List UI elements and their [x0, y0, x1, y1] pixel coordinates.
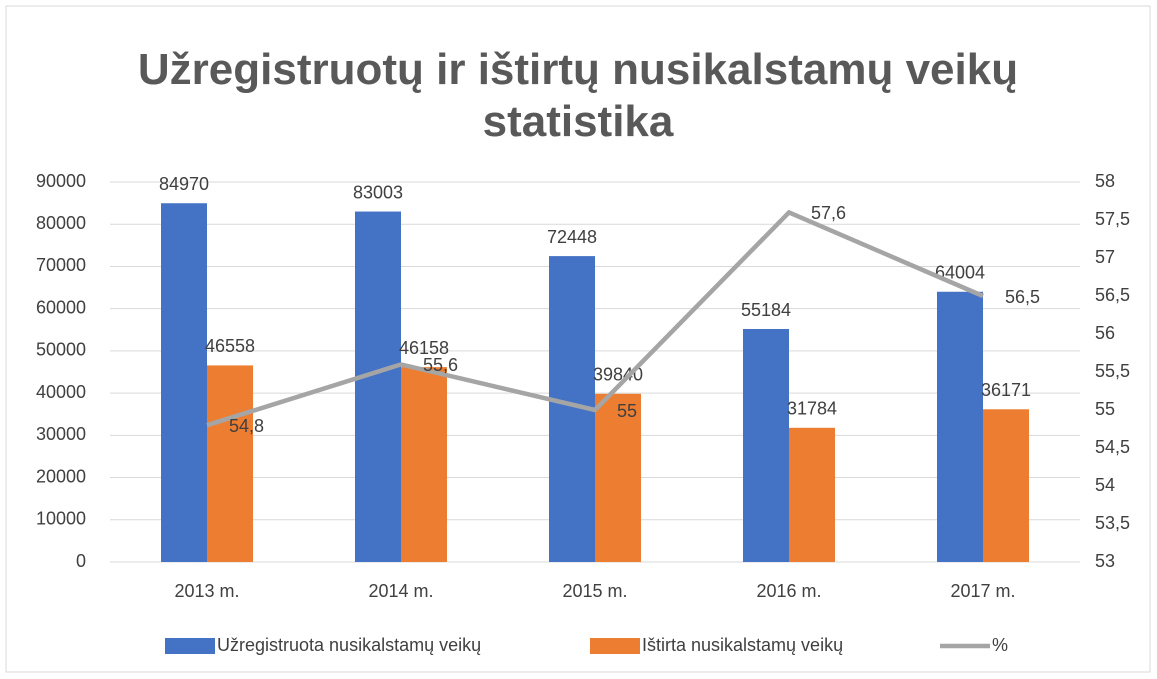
bar — [983, 409, 1029, 562]
bar — [161, 203, 207, 562]
y-tick-label: 10000 — [36, 509, 86, 529]
data-label: 31784 — [787, 399, 837, 419]
y2-tick-label: 53 — [1095, 551, 1115, 571]
data-label: 57,6 — [811, 203, 846, 223]
x-tick-label: 2013 m. — [174, 581, 239, 601]
chart-title: Užregistruotų ir ištirtų nusikalstamų ve… — [137, 45, 1019, 146]
bar — [595, 393, 641, 562]
legend-label: Ištirta nusikalstamų veikų — [642, 635, 843, 655]
y-tick-label: 90000 — [36, 171, 86, 191]
data-label: 39840 — [593, 365, 643, 385]
y2-tick-label: 58 — [1095, 171, 1115, 191]
y-tick-label: 0 — [76, 551, 86, 571]
y2-tick-label: 54 — [1095, 475, 1115, 495]
bar — [355, 211, 401, 562]
data-label: 84970 — [159, 174, 209, 194]
data-label: 46558 — [205, 336, 255, 356]
data-label: 55,6 — [423, 355, 458, 375]
y2-tick-label: 56,5 — [1095, 285, 1130, 305]
x-tick-label: 2015 m. — [562, 581, 627, 601]
bar — [207, 365, 253, 562]
y2-tick-label: 57 — [1095, 247, 1115, 267]
y2-tick-label: 55,5 — [1095, 361, 1130, 381]
y-tick-label: 20000 — [36, 466, 86, 486]
y-tick-label: 70000 — [36, 255, 86, 275]
bar — [401, 367, 447, 562]
legend-label: % — [992, 635, 1008, 655]
y-tick-label: 50000 — [36, 340, 86, 360]
y-tick-label: 30000 — [36, 424, 86, 444]
x-tick-label: 2016 m. — [756, 581, 821, 601]
line-series — [206, 209, 984, 428]
chart-border — [5, 5, 1151, 673]
data-label: 46158 — [399, 338, 449, 358]
y-tick-label: 80000 — [36, 213, 86, 233]
data-label: 55184 — [741, 300, 791, 320]
legend-label: Užregistruota nusikalstamų veikų — [217, 635, 481, 655]
data-label: 72448 — [547, 227, 597, 247]
data-label: 54,8 — [229, 416, 264, 436]
y-tick-label: 40000 — [36, 382, 86, 402]
bar — [743, 329, 789, 562]
data-label: 55 — [617, 401, 637, 421]
y2-tick-label: 56 — [1095, 323, 1115, 343]
y2-tick-label: 57,5 — [1095, 209, 1130, 229]
legend-swatch — [590, 638, 640, 654]
data-label: 56,5 — [1005, 287, 1040, 307]
y2-tick-label: 54,5 — [1095, 437, 1130, 457]
y2-tick-label: 53,5 — [1095, 513, 1130, 533]
bar — [789, 427, 835, 562]
legend-swatch — [165, 638, 215, 654]
data-label: 36171 — [981, 380, 1031, 400]
y2-tick-label: 55 — [1095, 399, 1115, 419]
data-label: 64004 — [935, 263, 985, 283]
x-tick-label: 2017 m. — [950, 581, 1015, 601]
bar — [937, 291, 983, 562]
y-tick-label: 60000 — [36, 297, 86, 317]
x-tick-label: 2014 m. — [368, 581, 433, 601]
data-label: 83003 — [353, 182, 403, 202]
